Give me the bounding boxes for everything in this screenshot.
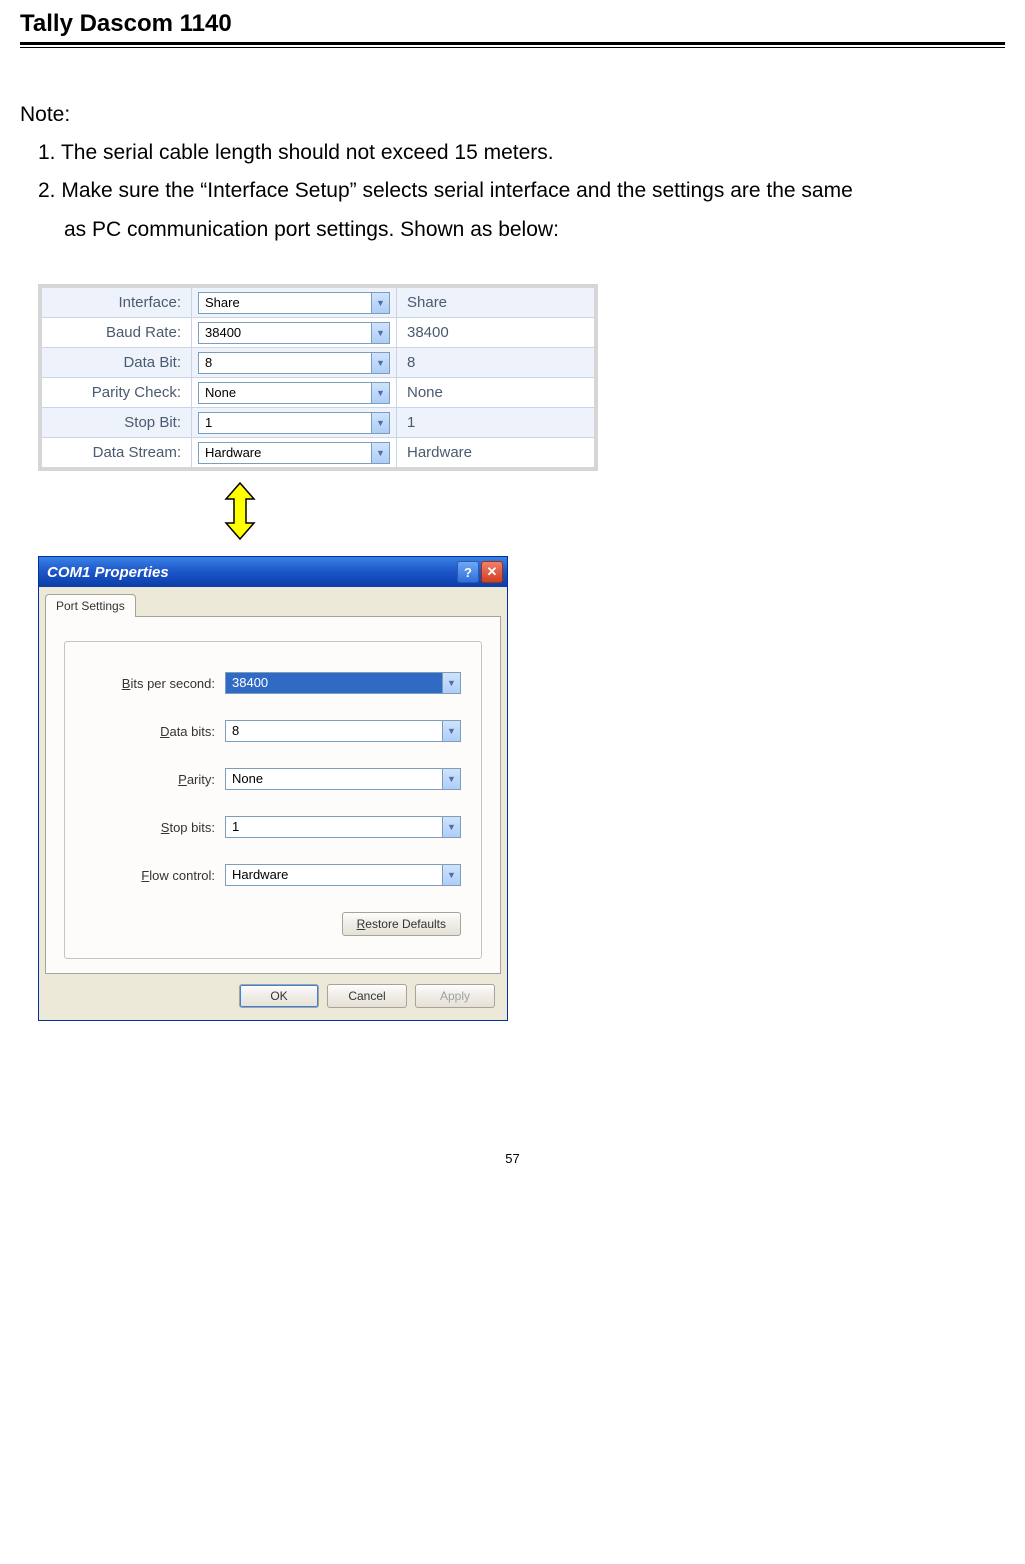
close-button[interactable]: ✕ xyxy=(481,561,503,583)
double-arrow-shape xyxy=(226,483,254,539)
stop-bits-select[interactable]: 1 ▼ xyxy=(225,816,461,838)
cancel-button[interactable]: Cancel xyxy=(327,984,407,1008)
page-number: 57 xyxy=(20,1151,1005,1166)
iface-readout: None xyxy=(397,378,594,408)
apply-button[interactable]: Apply xyxy=(415,984,495,1008)
chevron-down-icon[interactable]: ▼ xyxy=(442,769,460,789)
iface-label: Parity Check: xyxy=(42,378,192,408)
iface-label: Baud Rate: xyxy=(42,318,192,348)
iface-row-baudrate: Baud Rate: 38400 ▼ 38400 xyxy=(42,318,594,348)
data-bits-value: 8 xyxy=(226,721,442,741)
restore-defaults-button[interactable]: Restore Defaults xyxy=(342,912,461,936)
iface-row-interface: Interface: Share ▼ Share xyxy=(42,288,594,318)
label-parity: Parity: xyxy=(85,772,225,787)
note-heading: Note: xyxy=(20,103,1005,127)
iface-label: Data Bit: xyxy=(42,348,192,378)
parity-select[interactable]: None ▼ xyxy=(198,382,390,404)
iface-row-datastream: Data Stream: Hardware ▼ Hardware xyxy=(42,438,594,467)
iface-row-parity: Parity Check: None ▼ None xyxy=(42,378,594,408)
bits-per-second-select[interactable]: 38400 ▼ xyxy=(225,672,461,694)
stopbit-select-value: 1 xyxy=(199,413,371,433)
iface-readout: Hardware xyxy=(397,438,594,467)
iface-readout: 1 xyxy=(397,408,594,438)
chevron-down-icon[interactable]: ▼ xyxy=(371,383,389,403)
document-title: Tally Dascom 1140 xyxy=(20,10,1005,38)
note-item-2a: 2. Make sure the “Interface Setup” selec… xyxy=(38,177,1005,205)
iface-row-stopbit: Stop Bit: 1 ▼ 1 xyxy=(42,408,594,438)
data-bits-select[interactable]: 8 ▼ xyxy=(225,720,461,742)
flow-control-value: Hardware xyxy=(226,865,442,885)
stopbit-select[interactable]: 1 ▼ xyxy=(198,412,390,434)
label-flow-control: Flow control: xyxy=(85,868,225,883)
baudrate-select[interactable]: 38400 ▼ xyxy=(198,322,390,344)
label-bits-per-second: Bits per second: xyxy=(85,676,225,691)
chevron-down-icon[interactable]: ▼ xyxy=(442,865,460,885)
chevron-down-icon[interactable]: ▼ xyxy=(371,353,389,373)
parity-select[interactable]: None ▼ xyxy=(225,768,461,790)
flow-control-select[interactable]: Hardware ▼ xyxy=(225,864,461,886)
help-button[interactable]: ? xyxy=(457,561,479,583)
databit-select[interactable]: 8 ▼ xyxy=(198,352,390,374)
tab-port-settings[interactable]: Port Settings xyxy=(45,594,136,617)
row-bits-per-second: Bits per second: 38400 ▼ xyxy=(85,672,461,694)
databit-select-value: 8 xyxy=(199,353,371,373)
interface-select[interactable]: Share ▼ xyxy=(198,292,390,314)
dialog-footer: OK Cancel Apply xyxy=(45,974,501,1014)
settings-group: Bits per second: 38400 ▼ Data bits: xyxy=(64,641,482,959)
chevron-down-icon[interactable]: ▼ xyxy=(371,413,389,433)
stop-bits-value: 1 xyxy=(226,817,442,837)
row-data-bits: Data bits: 8 ▼ xyxy=(85,720,461,742)
dialog-title: COM1 Properties xyxy=(47,564,455,581)
bits-per-second-value: 38400 xyxy=(226,673,442,693)
row-stop-bits: Stop bits: 1 ▼ xyxy=(85,816,461,838)
datastream-select-value: Hardware xyxy=(199,443,371,463)
note-item-1: 1. The serial cable length should not ex… xyxy=(38,139,1005,167)
iface-row-databit: Data Bit: 8 ▼ 8 xyxy=(42,348,594,378)
com1-properties-dialog: COM1 Properties ? ✕ Port Settings Bits p… xyxy=(38,556,508,1021)
iface-readout: 38400 xyxy=(397,318,594,348)
row-flow-control: Flow control: Hardware ▼ xyxy=(85,864,461,886)
interface-setup-table: Interface: Share ▼ Share Baud Rate: 3840… xyxy=(38,284,598,471)
tab-strip: Port Settings xyxy=(45,593,501,616)
note-item-2b: as PC communication port settings. Shown… xyxy=(64,216,1005,244)
note-section: Note: 1. The serial cable length should … xyxy=(20,103,1005,244)
iface-label: Interface: xyxy=(42,288,192,318)
chevron-down-icon[interactable]: ▼ xyxy=(442,673,460,693)
chevron-down-icon[interactable]: ▼ xyxy=(442,817,460,837)
baudrate-select-value: 38400 xyxy=(199,323,371,343)
tab-panel: Bits per second: 38400 ▼ Data bits: xyxy=(45,616,501,974)
divider-thick xyxy=(20,42,1005,45)
label-data-bits: Data bits: xyxy=(85,724,225,739)
chevron-down-icon[interactable]: ▼ xyxy=(371,293,389,313)
chevron-down-icon[interactable]: ▼ xyxy=(371,443,389,463)
chevron-down-icon[interactable]: ▼ xyxy=(371,323,389,343)
ok-button[interactable]: OK xyxy=(239,984,319,1008)
iface-label: Data Stream: xyxy=(42,438,192,467)
chevron-down-icon[interactable]: ▼ xyxy=(442,721,460,741)
dialog-titlebar[interactable]: COM1 Properties ? ✕ xyxy=(39,557,507,587)
interface-select-value: Share xyxy=(199,293,371,313)
row-parity: Parity: None ▼ xyxy=(85,768,461,790)
datastream-select[interactable]: Hardware ▼ xyxy=(198,442,390,464)
iface-readout: 8 xyxy=(397,348,594,378)
parity-value: None xyxy=(226,769,442,789)
divider-thin xyxy=(20,47,1005,48)
iface-readout: Share xyxy=(397,288,594,318)
label-stop-bits: Stop bits: xyxy=(85,820,225,835)
parity-select-value: None xyxy=(199,383,371,403)
double-arrow-icon xyxy=(220,481,1005,546)
iface-label: Stop Bit: xyxy=(42,408,192,438)
